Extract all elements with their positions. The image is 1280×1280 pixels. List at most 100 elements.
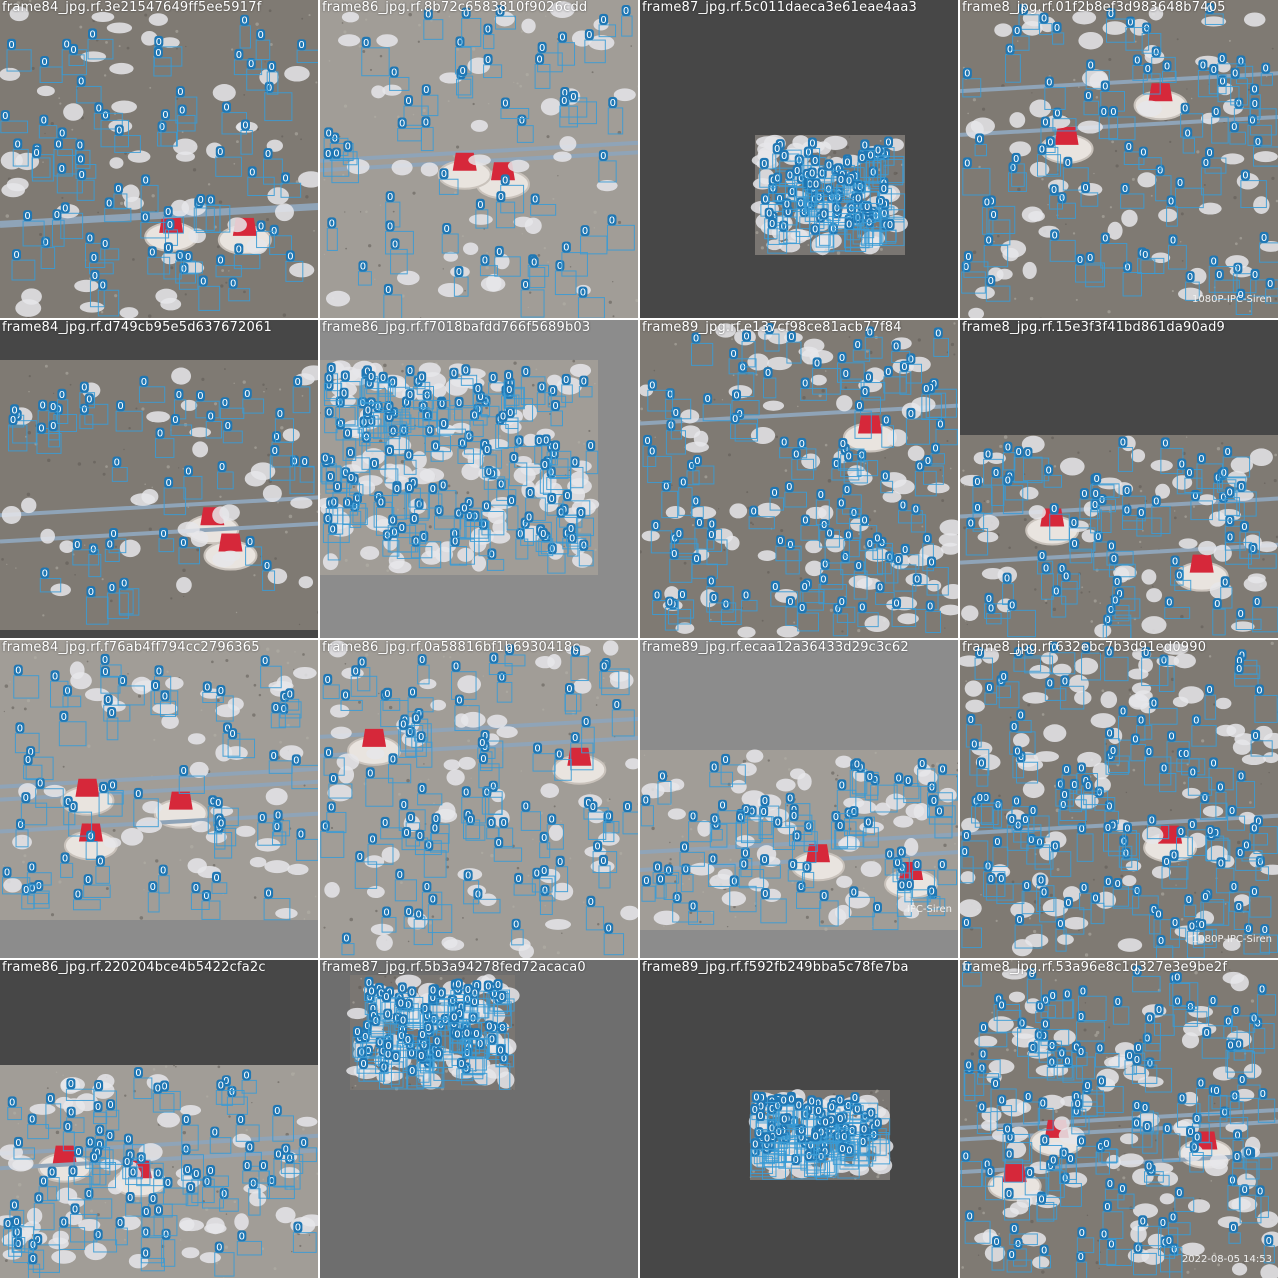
detection-box [493, 989, 510, 1012]
chicken [6, 177, 29, 192]
chicken [1125, 860, 1142, 872]
class-id: 0 [426, 841, 432, 852]
chicken [165, 677, 184, 690]
chicken [300, 1214, 318, 1227]
class-id: 0 [185, 466, 191, 477]
class-id: 0 [277, 409, 283, 420]
class-id: 0 [274, 1106, 280, 1117]
detection-box [664, 607, 679, 631]
class-id: 0 [862, 140, 868, 151]
detection-label [785, 538, 795, 550]
class-id: 0 [860, 1137, 866, 1148]
class-id: 0 [839, 597, 845, 608]
detection-label [872, 901, 882, 913]
chicken [762, 400, 785, 411]
detection-box [214, 1252, 235, 1277]
class-id: 0 [432, 441, 438, 452]
detection-label [115, 1217, 125, 1229]
detection-box [1240, 180, 1267, 209]
class-id: 0 [41, 57, 47, 68]
detection-label [128, 1166, 138, 1178]
class-id: 0 [92, 271, 98, 282]
detection-label [651, 519, 661, 531]
detection-box [778, 1105, 804, 1131]
chicken [492, 519, 508, 535]
class-id: 0 [42, 238, 48, 249]
class-id: 0 [238, 1115, 244, 1126]
detection-box [1076, 833, 1094, 862]
detection-label [66, 1106, 76, 1118]
chicken [573, 678, 592, 694]
class-id: 0 [486, 467, 492, 478]
detection-label [925, 600, 935, 612]
detection-box [1143, 756, 1172, 786]
class-id: 0 [801, 582, 807, 593]
chicken [1001, 968, 1028, 980]
feeder-cone [75, 778, 100, 797]
detection-label [853, 338, 863, 350]
class-id: 0 [898, 848, 904, 859]
detection-box [1236, 780, 1256, 809]
detection-label [407, 1064, 417, 1076]
class-id: 0 [15, 1138, 21, 1149]
class-id: 0 [1060, 800, 1066, 811]
class-id: 0 [354, 1027, 360, 1038]
detection-label [868, 166, 878, 178]
class-id: 0 [822, 560, 828, 571]
class-id: 0 [491, 989, 497, 1000]
class-id: 0 [391, 528, 397, 539]
class-id: 0 [183, 1115, 189, 1126]
class-id: 0 [215, 798, 221, 809]
class-id: 0 [1256, 685, 1262, 696]
class-id: 0 [489, 1035, 495, 1046]
detection-label [707, 518, 717, 530]
detection-box [233, 59, 263, 76]
chicken [828, 908, 847, 926]
class-id: 0 [1077, 255, 1083, 266]
class-id: 0 [1038, 876, 1044, 887]
detection-box [843, 461, 868, 484]
detection-label [1234, 97, 1244, 109]
chicken [641, 530, 660, 542]
detection-box [992, 846, 1009, 868]
detection-box [215, 156, 242, 177]
detection-box [342, 507, 368, 526]
class-id: 0 [749, 807, 755, 818]
detection-box [464, 507, 482, 527]
detection-label [800, 377, 810, 389]
class-id: 0 [1041, 14, 1047, 25]
class-id: 0 [708, 530, 714, 541]
class-id: 0 [1106, 801, 1112, 812]
chicken [51, 1250, 77, 1264]
detection-box [407, 697, 434, 713]
detection-label [899, 360, 909, 372]
class-id: 0 [400, 1015, 406, 1026]
detection-box [100, 248, 120, 261]
detection-box [1002, 485, 1024, 515]
class-id: 0 [561, 96, 567, 107]
detection-label [236, 1113, 246, 1125]
detection-label [28, 1253, 38, 1265]
class-id: 0 [367, 993, 373, 1004]
chicken [275, 1207, 296, 1224]
detection-label [1118, 436, 1128, 448]
detection-box [1170, 927, 1187, 940]
class-id: 0 [418, 732, 424, 743]
detection-label [453, 978, 463, 990]
detection-box [606, 224, 635, 251]
detection-box [511, 929, 524, 946]
detection-box [68, 811, 93, 837]
detection-label [339, 387, 349, 399]
class-id: 0 [484, 787, 490, 798]
class-id: 0 [455, 985, 461, 996]
detection-label [852, 758, 862, 770]
detection-label [34, 1192, 44, 1204]
detection-label [721, 598, 731, 610]
chicken [187, 733, 206, 745]
detection-label [463, 869, 473, 881]
detection-box [655, 884, 667, 899]
detection-label [1060, 788, 1070, 800]
detection-label [811, 1130, 821, 1142]
